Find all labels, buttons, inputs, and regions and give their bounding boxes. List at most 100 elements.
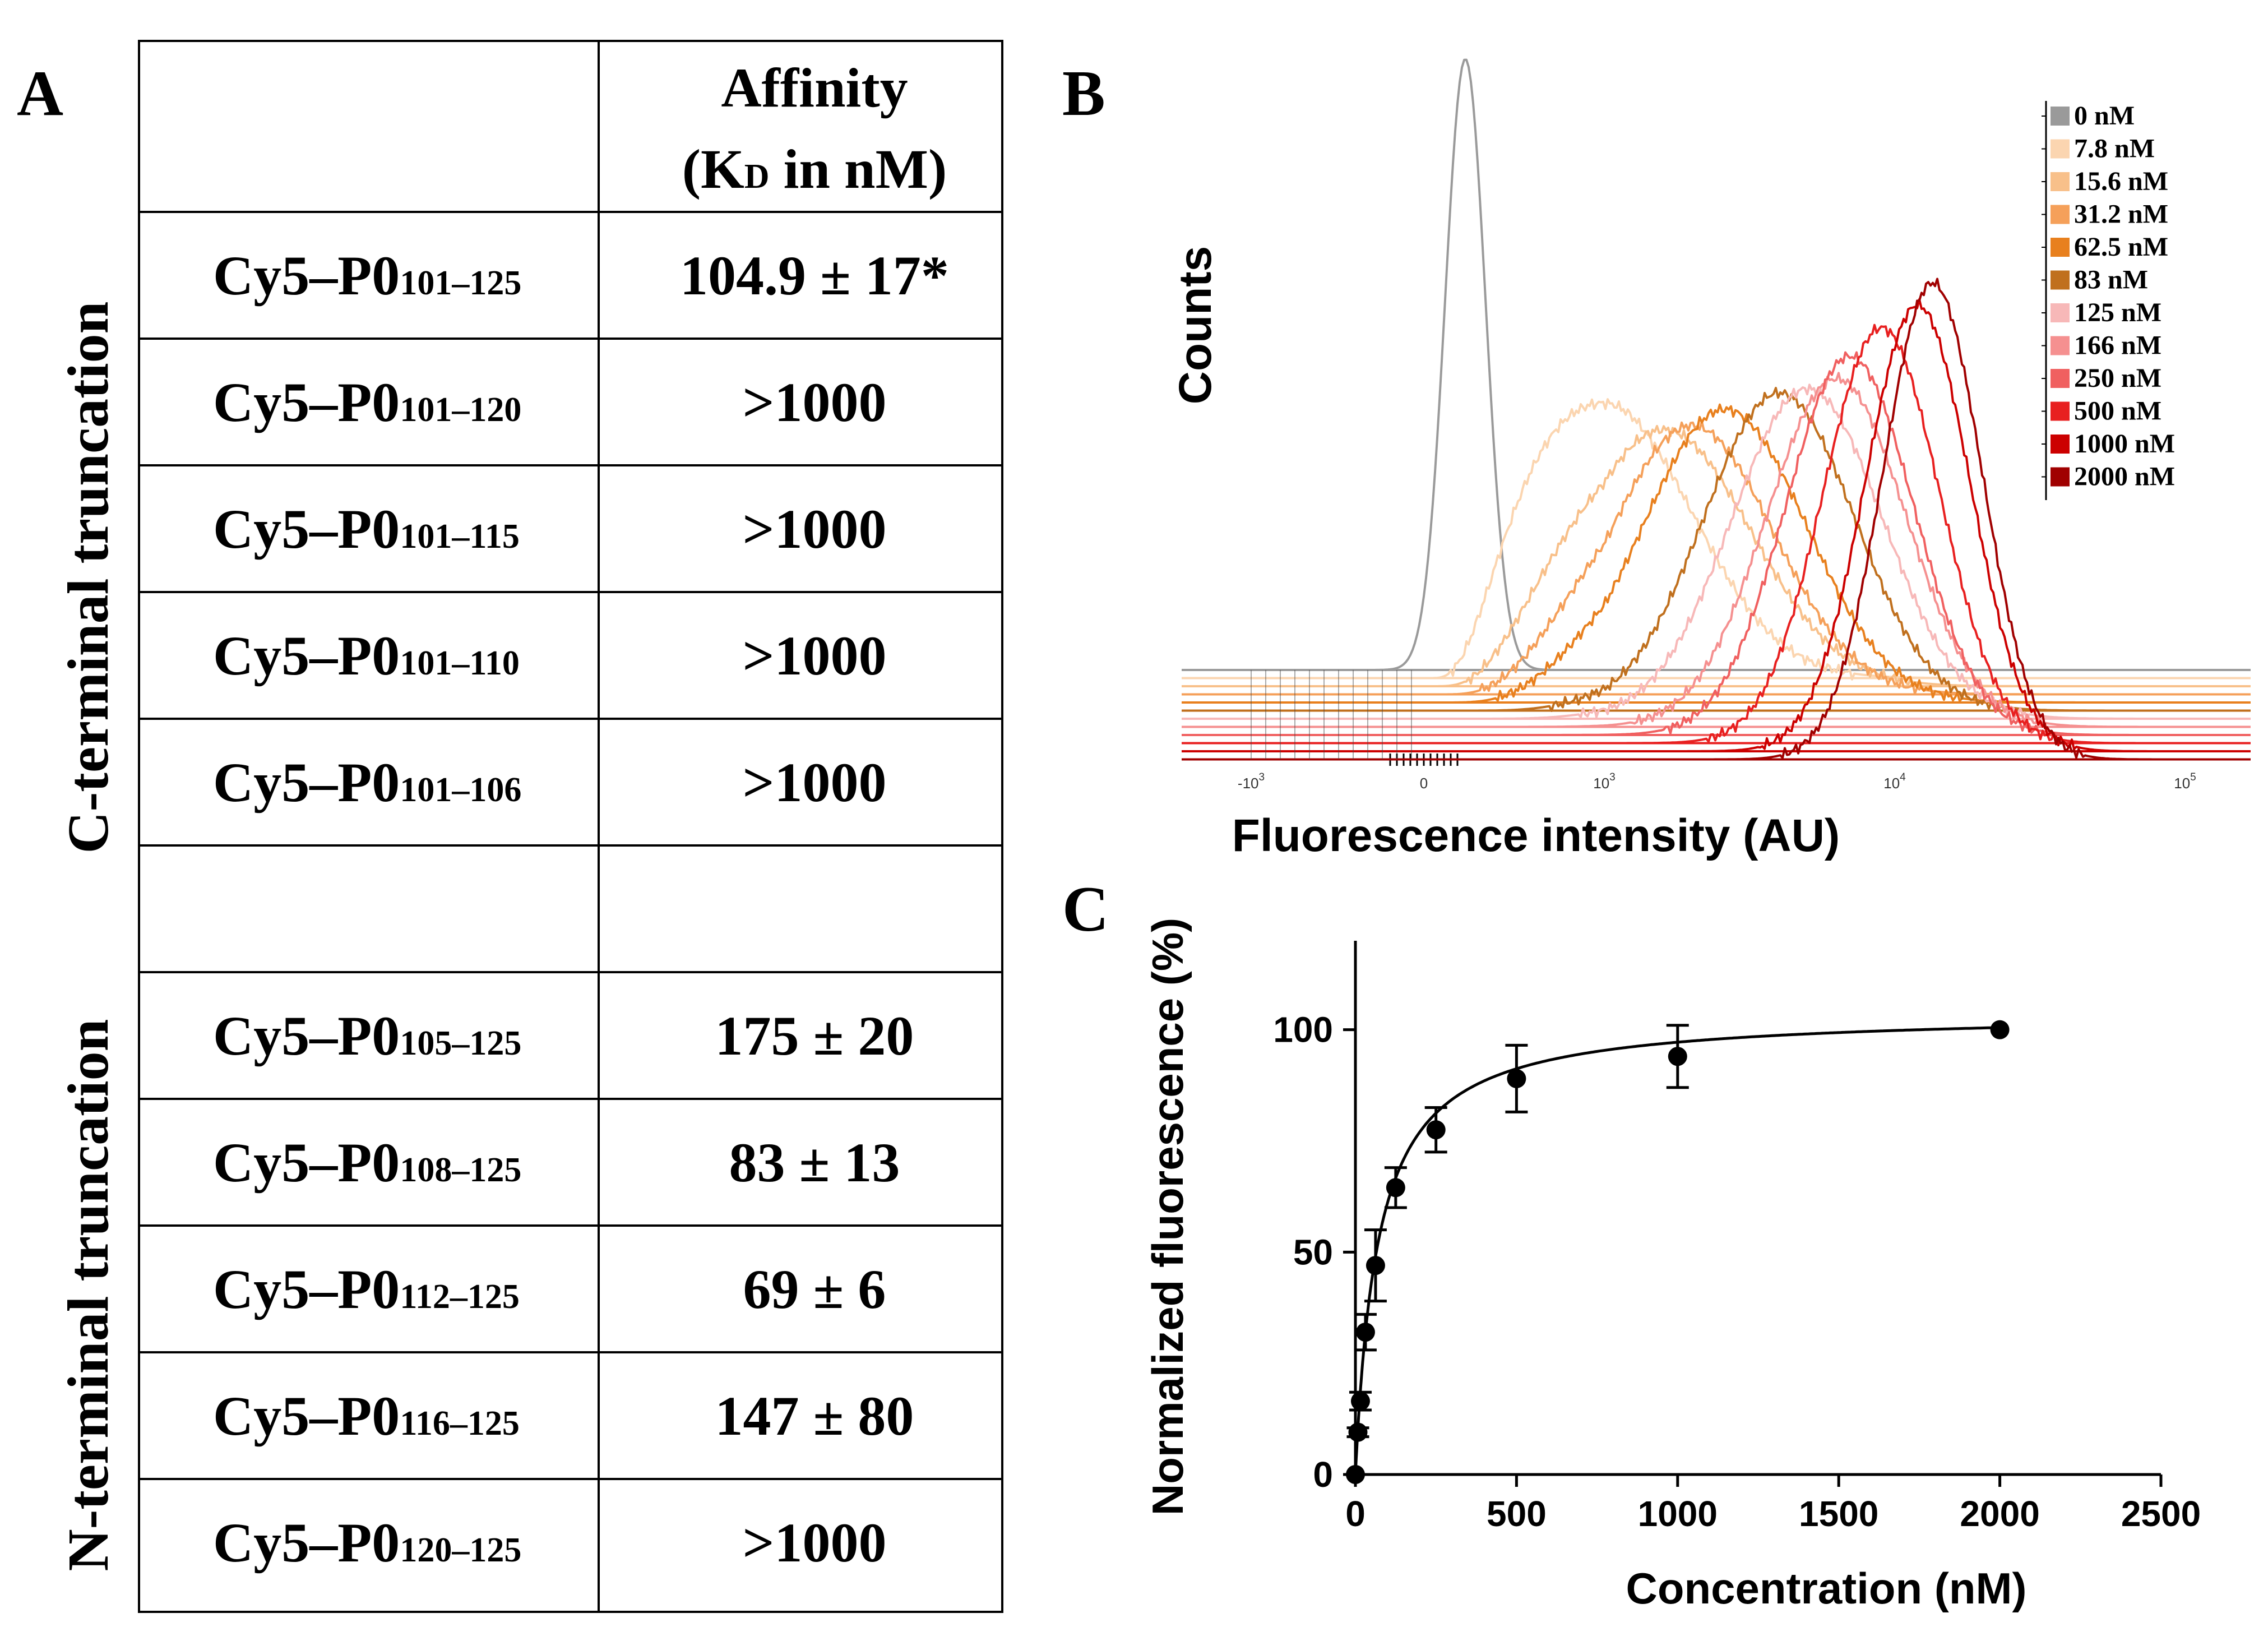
x-tick-label: 0: [1345, 1494, 1366, 1534]
binding-xlabel: Concentration (nM): [1626, 1564, 2027, 1613]
affinity-value: >1000: [743, 625, 887, 687]
data-point: [1348, 1422, 1368, 1442]
legend-label: 0 nM: [2074, 101, 2135, 131]
peptide-prefix: Cy5–P0: [213, 1385, 400, 1447]
histogram-series: [1182, 420, 2249, 696]
tick-base: 10: [1593, 775, 1609, 792]
affinity-value: 69 ± 6: [743, 1258, 886, 1320]
binding-curve-chart: 0 500 1000 1500 2000 2500 0 50 100: [1273, 941, 2201, 1534]
legend-label: 31.2 nM: [2074, 200, 2168, 229]
binding-ylabel: Normalized fluorescence (%): [1143, 918, 1192, 1515]
tick-exponent: 3: [1259, 771, 1265, 783]
y-tick-label: 50: [1293, 1232, 1333, 1272]
legend-swatch: [2051, 205, 2070, 224]
legend-label: 83 nM: [2074, 265, 2148, 295]
peptide-name: Cy5–P0105–125: [213, 1005, 521, 1067]
histogram-series: [1182, 372, 2249, 728]
kd-close: in nM): [770, 138, 947, 200]
legend-swatch: [2051, 435, 2070, 454]
peptide-range: 116–125: [400, 1404, 520, 1443]
legend-swatch: [2051, 107, 2070, 126]
histogram-xlabel: Fluorescence intensity (AU): [1232, 810, 1840, 861]
panel-label-b: B: [1062, 58, 1105, 129]
peptide-name: Cy5–P0112–125: [213, 1258, 520, 1320]
legend-swatch: [2051, 336, 2070, 355]
affinity-value: 175 ± 20: [715, 1005, 914, 1067]
group-label-n-terminal: N-terminal truncation: [56, 1019, 121, 1571]
legend-swatch: [2051, 172, 2070, 191]
data-point: [1668, 1047, 1687, 1066]
data-point: [1366, 1256, 1385, 1275]
peptide-name: Cy5–P0101–120: [213, 371, 521, 433]
peptide-range: 112–125: [400, 1278, 520, 1316]
peptide-range: 101–115: [400, 517, 520, 556]
data-point: [1507, 1069, 1526, 1088]
histogram-series: [1182, 58, 2249, 671]
peptide-name: Cy5–P0120–125: [213, 1512, 521, 1574]
tick-exponent: 3: [1609, 771, 1616, 783]
histogram-series: [1182, 383, 2249, 720]
data-point: [1355, 1323, 1375, 1342]
data-point: [1990, 1020, 2010, 1039]
peptide-range: 101–106: [400, 771, 521, 809]
legend-swatch: [2051, 139, 2070, 159]
affinity-table: Cy5–P0101–125 104.9 ± 17*Cy5–P0101–120 >10…: [138, 40, 1003, 1613]
affinity-value: >1000: [743, 751, 887, 813]
histogram-series: [1182, 424, 2249, 687]
data-point: [1386, 1178, 1405, 1198]
legend-label: 250 nM: [2074, 363, 2161, 393]
legend-label: 15.6 nM: [2074, 167, 2168, 196]
fit-curve: [1354, 1026, 2000, 1475]
histogram-series: [1182, 387, 2249, 712]
peptide-name: Cy5–P0116–125: [213, 1385, 520, 1447]
data-point: [1350, 1392, 1370, 1411]
peptide-range: 101–125: [400, 264, 521, 302]
legend-swatch: [2051, 369, 2070, 388]
legend-label: 7.8 nM: [2074, 134, 2155, 164]
peptide-name: Cy5–P0101–125: [213, 244, 521, 307]
legend-label: 500 nM: [2074, 396, 2161, 426]
data-point: [1346, 1465, 1365, 1484]
x-tick-label: 1500: [1799, 1494, 1878, 1534]
affinity-value: >1000: [743, 498, 887, 560]
y-tick-label: 100: [1273, 1010, 1333, 1050]
tick-base: 0: [1420, 775, 1428, 792]
table-header-affinity: Affinity: [721, 57, 908, 119]
histogram-tick-label: 0: [1420, 775, 1428, 792]
tick-base: 10: [1883, 775, 1900, 792]
affinity-value: >1000: [743, 371, 887, 433]
peptide-name: Cy5–P0101–106: [213, 751, 521, 813]
data-point: [1426, 1120, 1446, 1140]
affinity-value: 104.9 ± 17*: [680, 244, 949, 307]
legend-label: 166 nM: [2074, 331, 2161, 360]
affinity-value: 147 ± 80: [715, 1385, 914, 1447]
peptide-prefix: Cy5–P0: [213, 751, 400, 813]
peptide-name: Cy5–P0101–110: [213, 625, 520, 687]
table-header-kd: (KD in nM): [682, 138, 947, 200]
kd-subscript: D: [744, 158, 770, 196]
peptide-range: 105–125: [400, 1024, 521, 1062]
legend-label: 125 nM: [2074, 298, 2161, 327]
y-tick-label: 0: [1313, 1454, 1333, 1495]
table-border: [138, 40, 1003, 1613]
x-tick-label: 500: [1487, 1494, 1547, 1534]
peptide-name: Cy5–P0101–115: [213, 498, 520, 560]
legend-label: 62.5 nM: [2074, 232, 2168, 262]
legend-swatch: [2051, 467, 2070, 487]
panel-label-c: C: [1062, 873, 1109, 945]
x-tick-label: 1000: [1638, 1494, 1718, 1534]
peptide-prefix: Cy5–P0: [213, 1258, 400, 1320]
peptide-prefix: Cy5–P0: [213, 1512, 400, 1574]
panel-label-a: A: [17, 58, 63, 129]
histogram-tick-label: -103: [1238, 771, 1265, 792]
peptide-range: 101–120: [400, 391, 521, 429]
affinity-value: 83 ± 13: [729, 1131, 900, 1194]
histogram-series: [1182, 403, 2249, 704]
tick-exponent: 5: [2190, 771, 2196, 783]
legend-label: 1000 nM: [2074, 429, 2175, 459]
tick-base: -10: [1238, 775, 1259, 792]
peptide-range: 101–110: [400, 644, 520, 682]
histogram-tick-label: 105: [2174, 771, 2196, 792]
